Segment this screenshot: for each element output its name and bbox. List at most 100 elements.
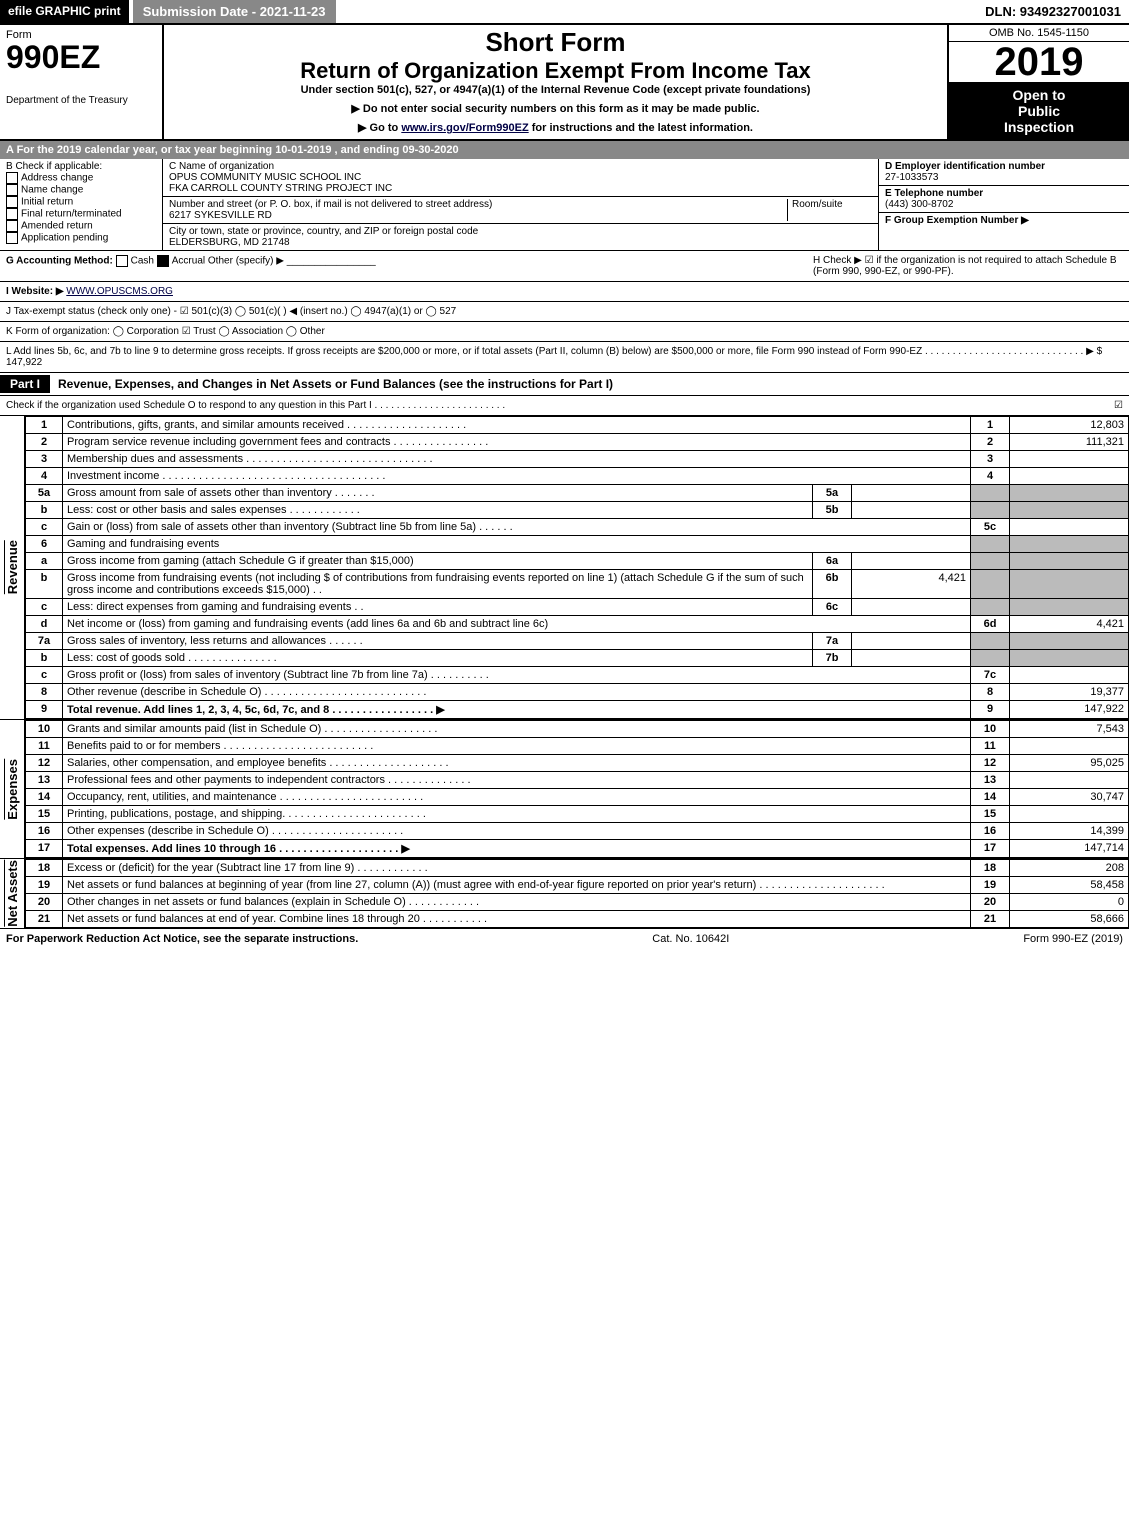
- expenses-section: Expenses 10Grants and similar amounts pa…: [0, 720, 1129, 859]
- table-row: bGross income from fundraising events (n…: [26, 570, 1129, 599]
- org-city: ELDERSBURG, MD 21748: [169, 237, 872, 248]
- do-not-enter-ssn: ▶ Do not enter social security numbers o…: [172, 102, 939, 115]
- goto-pre: ▶ Go to: [358, 122, 401, 134]
- c-addr-label: Number and street (or P. O. box, if mail…: [169, 199, 787, 210]
- open-to-public: Open to Public Inspection: [949, 83, 1129, 139]
- paperwork-notice: For Paperwork Reduction Act Notice, see …: [6, 933, 358, 945]
- table-row: 20Other changes in net assets or fund ba…: [26, 894, 1129, 911]
- chk-name-change[interactable]: [6, 184, 18, 196]
- k-row: K Form of organization: ◯ Corporation ☑ …: [0, 322, 1129, 342]
- tel-value: (443) 300-8702: [885, 199, 1123, 210]
- table-row: 10Grants and similar amounts paid (list …: [26, 721, 1129, 738]
- c-name-label: C Name of organization: [169, 161, 872, 172]
- i-row: I Website: ▶ WWW.OPUSCMS.ORG: [0, 282, 1129, 302]
- l-row: L Add lines 5b, 6c, and 7b to line 9 to …: [0, 342, 1129, 373]
- efile-print-button[interactable]: efile GRAPHIC print: [0, 0, 129, 23]
- submission-date-badge: Submission Date - 2021-11-23: [133, 0, 336, 23]
- expenses-table: 10Grants and similar amounts paid (list …: [25, 720, 1129, 858]
- chk-amended-return[interactable]: [6, 220, 18, 232]
- table-row: 12Salaries, other compensation, and empl…: [26, 755, 1129, 772]
- j-row: J Tax-exempt status (check only one) - ☑…: [0, 302, 1129, 322]
- bcd-block: B Check if applicable: Address change Na…: [0, 159, 1129, 251]
- goto-post: for instructions and the latest informat…: [529, 122, 753, 134]
- form-footer: Form 990-EZ (2019): [1023, 933, 1123, 945]
- table-row: bLess: cost or other basis and sales exp…: [26, 502, 1129, 519]
- website-link[interactable]: WWW.OPUSCMS.ORG: [66, 286, 173, 297]
- dln-label: DLN: 93492327001031: [977, 0, 1129, 23]
- table-row: cLess: direct expenses from gaming and f…: [26, 599, 1129, 616]
- table-row: 18Excess or (deficit) for the year (Subt…: [26, 860, 1129, 877]
- table-row: 6Gaming and fundraising events: [26, 536, 1129, 553]
- org-name-1: OPUS COMMUNITY MUSIC SCHOOL INC: [169, 172, 872, 183]
- cat-no: Cat. No. 10642I: [652, 933, 729, 945]
- dept-treasury: Department of the Treasury: [6, 95, 156, 106]
- table-row: 1Contributions, gifts, grants, and simil…: [26, 417, 1129, 434]
- f-group-label: F Group Exemption Number ▶: [885, 215, 1123, 226]
- footer: For Paperwork Reduction Act Notice, see …: [0, 929, 1129, 949]
- gh-row: G Accounting Method: Cash Accrual Other …: [0, 251, 1129, 282]
- table-row: 3Membership dues and assessments . . . .…: [26, 451, 1129, 468]
- top-bar: efile GRAPHIC print Submission Date - 20…: [0, 0, 1129, 25]
- chk-cash[interactable]: [116, 255, 128, 267]
- table-row: 11Benefits paid to or for members . . . …: [26, 738, 1129, 755]
- part1-header-row: Part I Revenue, Expenses, and Changes in…: [0, 373, 1129, 396]
- revenue-section: Revenue 1Contributions, gifts, grants, a…: [0, 416, 1129, 720]
- table-row: 2Program service revenue including gover…: [26, 434, 1129, 451]
- under-section: Under section 501(c), 527, or 4947(a)(1)…: [172, 84, 939, 96]
- table-row: 4Investment income . . . . . . . . . . .…: [26, 468, 1129, 485]
- part1-badge: Part I: [0, 375, 50, 393]
- table-row: bLess: cost of goods sold . . . . . . . …: [26, 650, 1129, 667]
- chk-accrual[interactable]: [157, 255, 169, 267]
- table-row: 5aGross amount from sale of assets other…: [26, 485, 1129, 502]
- l-value: 147,922: [6, 357, 42, 368]
- form-number-box: Form 990EZ Department of the Treasury: [0, 25, 164, 139]
- room-suite-label: Room/suite: [787, 199, 872, 221]
- short-form-title: Short Form: [172, 27, 939, 58]
- expenses-side-label: Expenses: [4, 759, 20, 820]
- org-address: 6217 SYKESVILLE RD: [169, 210, 787, 221]
- goto-line: ▶ Go to www.irs.gov/Form990EZ for instru…: [172, 121, 939, 134]
- table-row: 17Total expenses. Add lines 10 through 1…: [26, 840, 1129, 858]
- return-title: Return of Organization Exempt From Incom…: [172, 58, 939, 84]
- org-name-2: FKA CARROLL COUNTY STRING PROJECT INC: [169, 183, 872, 194]
- chk-address-change[interactable]: [6, 172, 18, 184]
- tax-year: 2019: [949, 42, 1129, 83]
- d-ein-label: D Employer identification number: [885, 161, 1123, 172]
- ein-value: 27-1033573: [885, 172, 1123, 183]
- table-row: cGross profit or (loss) from sales of in…: [26, 667, 1129, 684]
- g-label: G Accounting Method:: [6, 256, 113, 267]
- period-bar: A For the 2019 calendar year, or tax yea…: [0, 141, 1129, 159]
- part1-title: Revenue, Expenses, and Changes in Net As…: [58, 377, 613, 391]
- part1-check-row: Check if the organization used Schedule …: [0, 396, 1129, 416]
- irs-link[interactable]: www.irs.gov/Form990EZ: [401, 122, 528, 134]
- table-row: 14Occupancy, rent, utilities, and mainte…: [26, 789, 1129, 806]
- e-tel-label: E Telephone number: [885, 188, 1123, 199]
- chk-final-return[interactable]: [6, 208, 18, 220]
- netassets-table: 18Excess or (deficit) for the year (Subt…: [25, 859, 1129, 928]
- revenue-side-label: Revenue: [4, 540, 20, 594]
- right-box: OMB No. 1545-1150 2019 Open to Public In…: [949, 25, 1129, 139]
- form-number: 990EZ: [6, 41, 156, 73]
- netassets-section: Net Assets 18Excess or (deficit) for the…: [0, 859, 1129, 929]
- table-row: aGross income from gaming (attach Schedu…: [26, 553, 1129, 570]
- table-row: 13Professional fees and other payments t…: [26, 772, 1129, 789]
- table-row: 8Other revenue (describe in Schedule O) …: [26, 684, 1129, 701]
- c-city-label: City or town, state or province, country…: [169, 226, 872, 237]
- table-row: 21Net assets or fund balances at end of …: [26, 911, 1129, 928]
- revenue-table: 1Contributions, gifts, grants, and simil…: [25, 416, 1129, 719]
- table-row: 16Other expenses (describe in Schedule O…: [26, 823, 1129, 840]
- table-row: 9Total revenue. Add lines 1, 2, 3, 4, 5c…: [26, 701, 1129, 719]
- i-label: I Website: ▶: [6, 286, 64, 297]
- chk-initial-return[interactable]: [6, 196, 18, 208]
- table-row: 19Net assets or fund balances at beginni…: [26, 877, 1129, 894]
- col-c: C Name of organization OPUS COMMUNITY MU…: [163, 159, 879, 250]
- table-row: 15Printing, publications, postage, and s…: [26, 806, 1129, 823]
- chk-application-pending[interactable]: [6, 232, 18, 244]
- table-row: 7aGross sales of inventory, less returns…: [26, 633, 1129, 650]
- col-d: D Employer identification number 27-1033…: [879, 159, 1129, 250]
- part1-check-icon: ☑: [1114, 400, 1123, 411]
- col-b: B Check if applicable: Address change Na…: [0, 159, 163, 250]
- form-header: Form 990EZ Department of the Treasury Sh…: [0, 25, 1129, 141]
- netassets-side-label: Net Assets: [4, 860, 20, 927]
- b-label: B Check if applicable:: [6, 161, 102, 172]
